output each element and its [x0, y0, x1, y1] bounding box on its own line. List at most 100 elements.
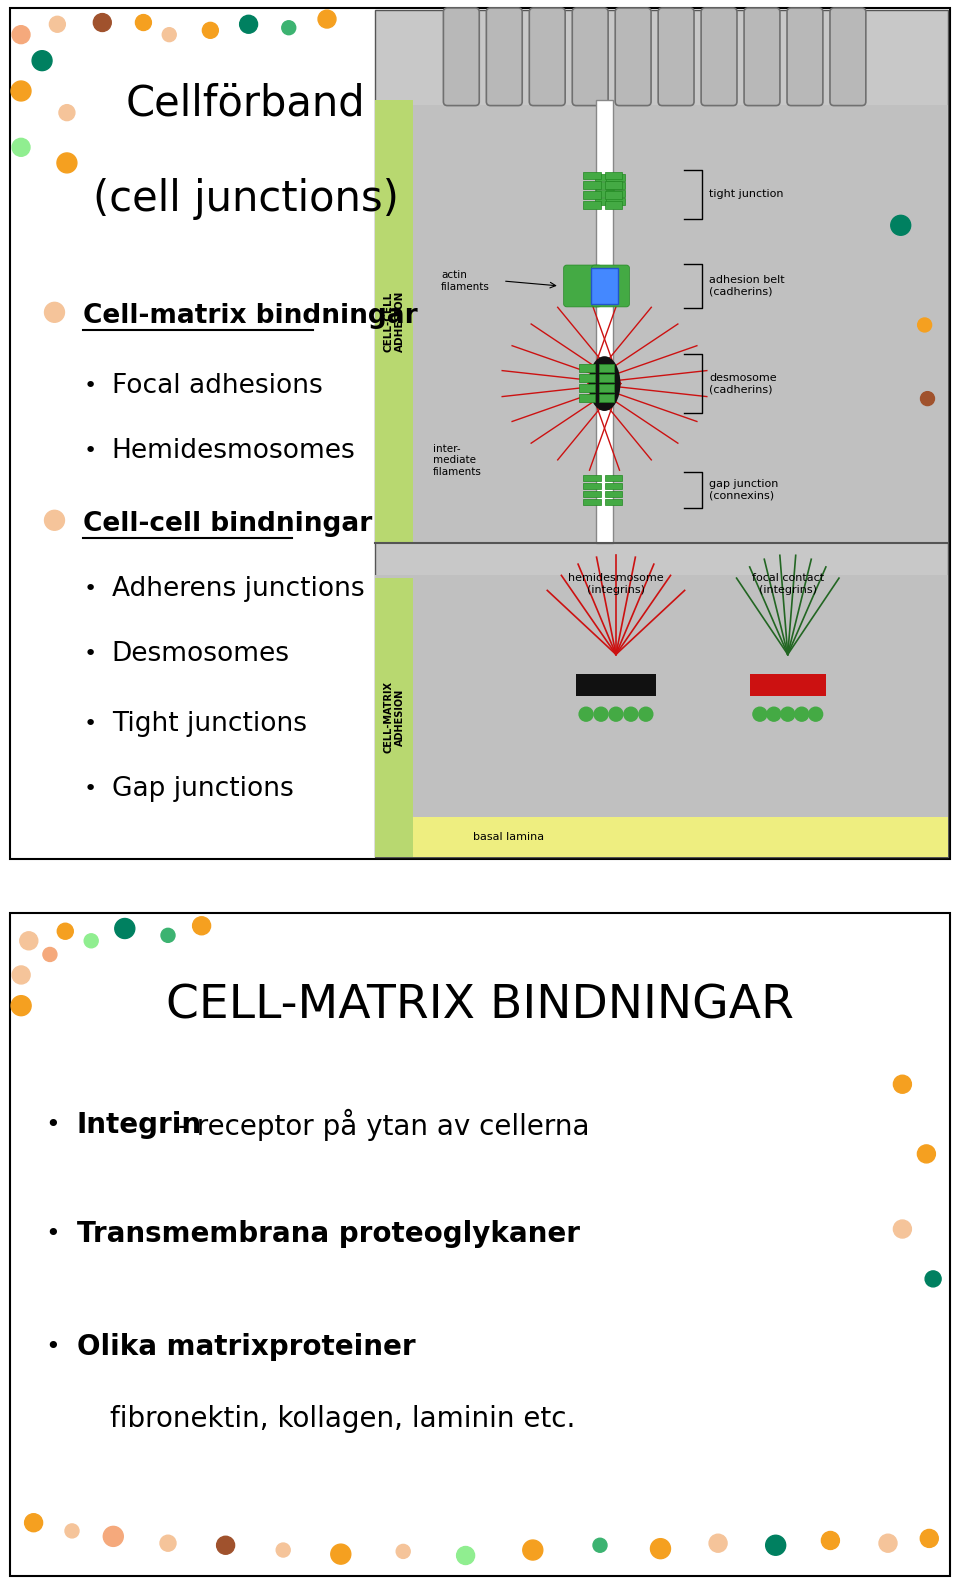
FancyBboxPatch shape — [606, 183, 625, 189]
Circle shape — [135, 14, 152, 30]
Circle shape — [523, 1541, 542, 1560]
Circle shape — [44, 510, 64, 529]
Ellipse shape — [588, 356, 620, 410]
Circle shape — [579, 708, 593, 722]
FancyBboxPatch shape — [444, 8, 479, 105]
FancyBboxPatch shape — [579, 374, 594, 382]
Circle shape — [57, 153, 77, 173]
Circle shape — [918, 318, 931, 332]
Text: inter-
mediate
filaments: inter- mediate filaments — [433, 444, 482, 477]
Circle shape — [20, 932, 37, 949]
Text: - receptor på ytan av cellerna: - receptor på ytan av cellerna — [169, 1110, 589, 1142]
FancyBboxPatch shape — [595, 100, 613, 544]
Text: adhesion belt
(cadherins): adhesion belt (cadherins) — [709, 275, 784, 297]
Circle shape — [594, 708, 608, 722]
FancyBboxPatch shape — [594, 175, 614, 181]
Text: hemidesmosome
(integrins): hemidesmosome (integrins) — [568, 574, 663, 595]
FancyBboxPatch shape — [598, 374, 614, 382]
FancyBboxPatch shape — [583, 181, 601, 189]
FancyBboxPatch shape — [659, 8, 694, 105]
FancyBboxPatch shape — [605, 499, 622, 506]
Text: CELL-MATRIX
ADHESION: CELL-MATRIX ADHESION — [384, 682, 405, 754]
FancyBboxPatch shape — [590, 269, 618, 304]
FancyBboxPatch shape — [583, 491, 601, 498]
FancyBboxPatch shape — [701, 8, 737, 105]
FancyBboxPatch shape — [594, 199, 614, 205]
Circle shape — [276, 1542, 290, 1557]
Text: Gap junctions: Gap junctions — [112, 776, 294, 801]
Circle shape — [709, 1534, 727, 1552]
Circle shape — [161, 929, 175, 943]
Circle shape — [115, 919, 134, 938]
Circle shape — [318, 10, 336, 29]
Circle shape — [766, 1536, 785, 1555]
Text: •: • — [84, 579, 97, 599]
Text: gap junction
(connexins): gap junction (connexins) — [709, 479, 779, 501]
Circle shape — [331, 1544, 350, 1565]
Text: Adherens junctions: Adherens junctions — [112, 576, 365, 603]
FancyBboxPatch shape — [605, 475, 622, 482]
Text: Cellförband: Cellförband — [126, 83, 366, 126]
Text: Focal adhesions: Focal adhesions — [112, 372, 323, 399]
FancyBboxPatch shape — [572, 8, 608, 105]
Text: basal lamina: basal lamina — [473, 832, 544, 841]
FancyBboxPatch shape — [605, 483, 622, 490]
FancyBboxPatch shape — [605, 491, 622, 498]
FancyBboxPatch shape — [606, 191, 625, 197]
Text: Integrin: Integrin — [77, 1111, 202, 1138]
Circle shape — [593, 1538, 607, 1552]
Circle shape — [160, 1536, 176, 1552]
FancyBboxPatch shape — [598, 364, 614, 372]
Circle shape — [43, 948, 57, 962]
Text: •: • — [45, 1223, 60, 1247]
Circle shape — [925, 1270, 941, 1286]
FancyBboxPatch shape — [605, 191, 622, 199]
Circle shape — [84, 933, 98, 948]
Circle shape — [65, 1523, 79, 1538]
Circle shape — [879, 1534, 897, 1552]
Circle shape — [767, 708, 780, 722]
FancyBboxPatch shape — [375, 105, 948, 544]
Circle shape — [32, 51, 52, 70]
FancyBboxPatch shape — [375, 100, 413, 544]
Circle shape — [396, 1544, 410, 1558]
Circle shape — [753, 708, 767, 722]
Circle shape — [58, 924, 73, 940]
Text: focal contact
(integrins): focal contact (integrins) — [752, 574, 824, 595]
Text: Cell-cell bindningar: Cell-cell bindningar — [84, 512, 372, 537]
Circle shape — [921, 1530, 938, 1547]
Circle shape — [217, 1536, 234, 1555]
FancyBboxPatch shape — [583, 499, 601, 506]
FancyBboxPatch shape — [413, 817, 948, 857]
Text: Tight junctions: Tight junctions — [112, 711, 307, 736]
FancyBboxPatch shape — [583, 483, 601, 490]
Circle shape — [12, 995, 31, 1016]
FancyBboxPatch shape — [583, 191, 601, 199]
Text: tight junction: tight junction — [709, 189, 783, 199]
Text: fibronektin, kollagen, laminin etc.: fibronektin, kollagen, laminin etc. — [110, 1406, 576, 1433]
Text: Olika matrixproteiner: Olika matrixproteiner — [77, 1332, 416, 1361]
Text: Transmembrana proteoglykaner: Transmembrana proteoglykaner — [77, 1221, 580, 1248]
FancyBboxPatch shape — [605, 202, 622, 210]
Text: •: • — [45, 1336, 60, 1359]
Text: •: • — [84, 714, 97, 733]
FancyBboxPatch shape — [605, 181, 622, 189]
Circle shape — [795, 708, 808, 722]
Circle shape — [49, 16, 65, 32]
Circle shape — [638, 708, 653, 722]
Text: •: • — [84, 440, 97, 461]
Circle shape — [282, 21, 296, 35]
FancyBboxPatch shape — [591, 266, 630, 307]
Text: •: • — [84, 375, 97, 396]
FancyBboxPatch shape — [605, 172, 622, 180]
FancyBboxPatch shape — [487, 8, 522, 105]
Text: Cell-matrix bindningar: Cell-matrix bindningar — [84, 304, 418, 329]
FancyBboxPatch shape — [375, 579, 413, 857]
Circle shape — [104, 1526, 123, 1547]
Circle shape — [651, 1539, 670, 1558]
Circle shape — [918, 1145, 935, 1162]
FancyBboxPatch shape — [583, 475, 601, 482]
FancyBboxPatch shape — [787, 8, 823, 105]
Circle shape — [12, 81, 31, 100]
FancyBboxPatch shape — [606, 199, 625, 205]
